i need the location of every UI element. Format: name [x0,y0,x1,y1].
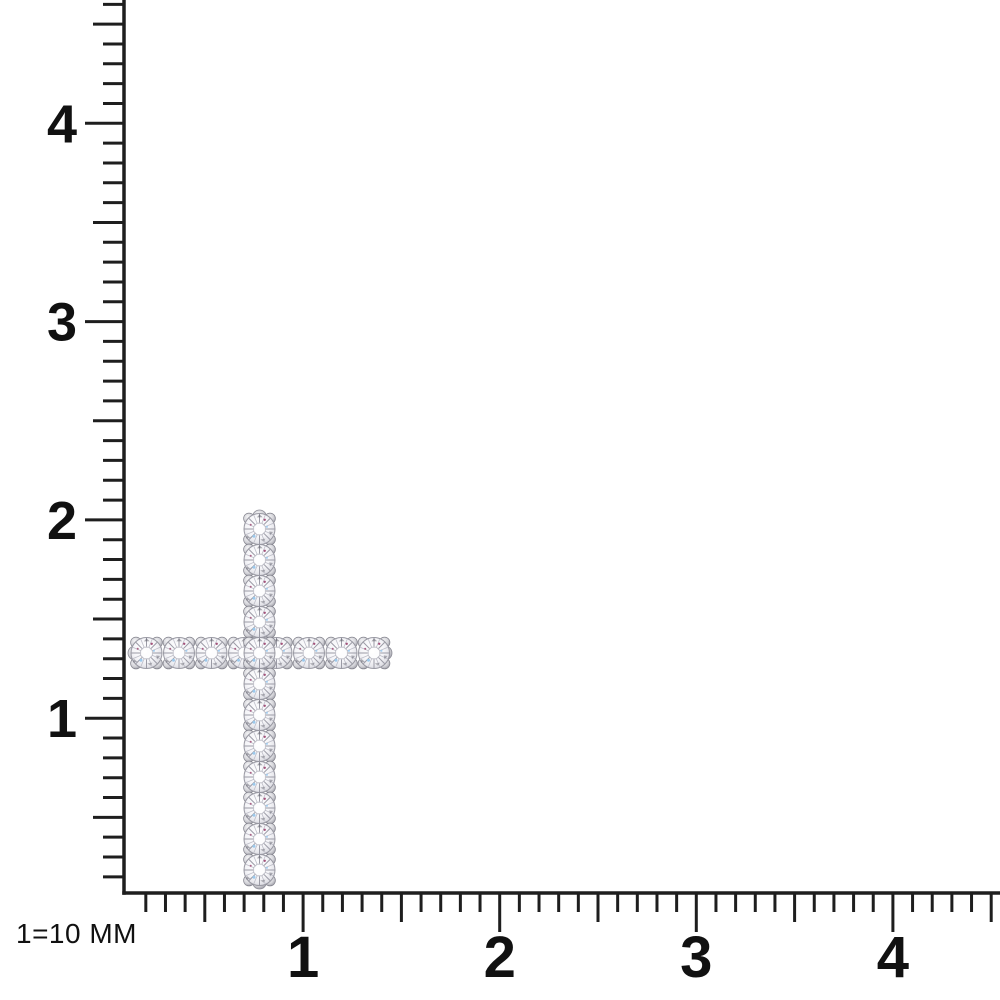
diamond-cross-pendant [127,509,393,890]
v-ruler-labels: 4 3 2 1 [47,94,77,749]
diamond-stone [243,574,276,608]
diamond-stone [243,636,276,670]
scale-note: 1=10 MM [16,918,137,949]
diamond-stone [243,512,276,546]
diamond-stone [243,853,276,887]
ruler-axes [122,0,1000,895]
diamond-stone [243,760,276,794]
diamond-stone [357,636,391,670]
diamond-stone [325,636,358,670]
v-ruler-label: 3 [47,293,77,353]
v-ruler-label: 4 [47,94,77,154]
diamond-stone [243,698,276,732]
diamond-stone [292,636,326,670]
h-ruler-labels: 1 2 3 4 [287,925,909,990]
diamond-stone [130,636,163,670]
v-ruler-label: 2 [47,491,77,551]
diamond-stone [162,636,196,670]
diamond-stone [243,667,276,701]
diamond-stone [195,636,228,670]
diamond-stone [243,543,276,577]
h-ruler-label: 2 [484,925,516,990]
diamond-stone [243,729,276,763]
diamond-stone [243,605,276,639]
ruler-ticks [85,2,993,932]
diamond-stone [243,791,276,825]
h-ruler-label: 1 [287,925,319,990]
h-ruler-label: 4 [877,925,909,990]
diamond-stone [243,822,276,856]
h-ruler-label: 3 [680,925,712,990]
v-ruler-label: 1 [47,689,77,749]
